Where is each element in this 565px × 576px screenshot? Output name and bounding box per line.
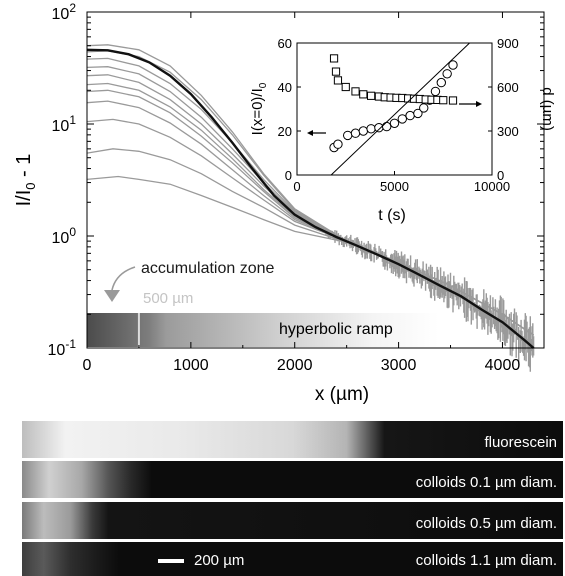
main-plot-frame xyxy=(86,11,545,349)
hyperbolic-ramp-bar xyxy=(87,313,527,347)
inset-x-tick-label: 0 xyxy=(293,179,300,194)
inset-circle-point xyxy=(350,128,361,138)
panel-label: colloids 1.1 µm diam. xyxy=(415,552,557,569)
inset-circle-point xyxy=(413,108,423,119)
panel-colloids-0-1: colloids 0.1 µm diam. xyxy=(22,461,563,498)
inset-linear-fit xyxy=(330,42,470,176)
panel-label: fluorescein xyxy=(484,434,557,451)
inset-square-point xyxy=(329,54,339,63)
inset-x-axis-label: t (s) xyxy=(378,207,406,224)
right-arrow-icon xyxy=(459,101,482,107)
inset-right-tick-label: 300 xyxy=(497,124,519,139)
scale-bar xyxy=(158,559,184,563)
arrow-head-icon xyxy=(104,290,120,302)
inset-left-axis-label: I(x=0)/I0 xyxy=(249,82,269,135)
inset-left-tick-label: 20 xyxy=(278,124,292,139)
inset-square-point xyxy=(367,91,376,100)
y-tick-label: 10-1 xyxy=(48,337,77,359)
zone-width-label: 500 µm xyxy=(143,290,193,307)
inset-square-point xyxy=(359,90,368,99)
panel-background xyxy=(22,461,563,498)
inset-circle-point xyxy=(382,121,392,132)
noisy-tail-band xyxy=(325,229,535,372)
x-tick-label: 3000 xyxy=(381,357,417,374)
inset-right-tick-label: 600 xyxy=(497,80,519,95)
main-y-ticks: 10-1 100 101 102 xyxy=(48,1,544,359)
inset-circle-point xyxy=(405,110,415,121)
inset-circle-point xyxy=(374,123,384,133)
inset-x-tick-label: 10000 xyxy=(474,179,510,194)
inset-x-ticks: 0 5000 10000 xyxy=(293,171,510,194)
inset-circle-point xyxy=(366,124,376,134)
panel-background xyxy=(22,502,563,539)
panel-background xyxy=(22,421,563,458)
inset-circle-point xyxy=(419,103,429,113)
inset-right-y-ticks: 0 300 600 900 xyxy=(488,36,519,183)
main-x-axis-label: x (µm) xyxy=(315,384,369,405)
panel-label: colloids 0.5 µm diam. xyxy=(415,515,557,532)
y-tick-label: 100 xyxy=(52,225,77,247)
accumulation-zone-label: accumulation zone xyxy=(141,260,275,277)
inset-circle-point xyxy=(389,118,400,129)
inset-square-point xyxy=(351,87,360,96)
accumulation-zone-arrow xyxy=(111,266,136,291)
inset-right-axis-label: d (µm) xyxy=(539,87,556,131)
inset-square-point xyxy=(341,82,350,92)
inset-left-tick-label: 40 xyxy=(278,80,292,95)
panel-colloids-0-5: colloids 0.5 µm diam. xyxy=(22,502,563,539)
inset-circle-point xyxy=(442,69,452,79)
inset-square-point xyxy=(331,67,341,76)
inset-circle-point xyxy=(397,114,407,124)
inset-circle-point xyxy=(436,77,446,88)
y-tick-label: 101 xyxy=(52,113,77,135)
left-arrow-icon xyxy=(307,130,326,136)
scale-bar-label: 200 µm xyxy=(194,552,245,569)
panel-label: colloids 0.1 µm diam. xyxy=(415,474,557,491)
x-tick-label: 1000 xyxy=(173,357,209,374)
inset-square-point xyxy=(439,96,448,105)
inset-circle-point xyxy=(358,126,368,136)
x-tick-label: 4000 xyxy=(485,357,521,374)
inset-circle-point xyxy=(343,130,353,141)
inset-left-tick-label: 0 xyxy=(285,168,292,183)
panel-background xyxy=(22,542,563,576)
main-x-ticks: 0 1000 2000 3000 4000 xyxy=(83,12,521,374)
inset-left-tick-label: 60 xyxy=(278,36,292,51)
x-tick-label: 2000 xyxy=(277,357,313,374)
inset-circle-point xyxy=(333,139,343,149)
panel-fluorescein: fluorescein xyxy=(22,421,563,458)
panel-colloids-1-1: 200 µm colloids 1.1 µm diam. xyxy=(22,542,563,576)
inset-circle-point xyxy=(430,86,441,97)
x-tick-label: 0 xyxy=(83,357,92,374)
main-y-axis-label: I/I0 - 1 xyxy=(13,154,38,207)
hyperbolic-ramp-label: hyperbolic ramp xyxy=(279,321,393,338)
inset-plot-background xyxy=(297,43,492,175)
inset-square-point xyxy=(448,96,458,105)
y-tick-label: 102 xyxy=(52,1,77,23)
inset-x-tick-label: 5000 xyxy=(380,179,409,194)
inset-square-point xyxy=(333,76,343,85)
inset-right-tick-label: 900 xyxy=(497,36,519,51)
main-plot-series xyxy=(86,44,535,372)
inset-right-tick-label: 0 xyxy=(497,168,504,183)
inset-left-y-ticks: 0 20 40 60 xyxy=(278,36,301,183)
fit-curve xyxy=(86,48,535,349)
inset-circle-point xyxy=(448,60,458,70)
